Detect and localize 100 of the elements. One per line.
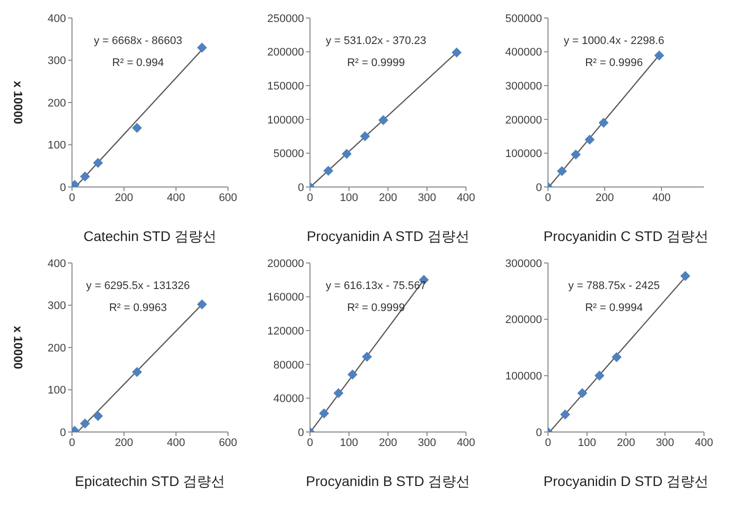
y-tick-label: 400000 — [505, 46, 542, 59]
y-tick-label: 120000 — [267, 326, 304, 338]
point — [93, 410, 103, 421]
y-tick-label: 200000 — [505, 314, 542, 326]
y-tick-label: 80000 — [273, 359, 304, 372]
y-tick-label: 200000 — [505, 114, 542, 126]
x-axis-title: Procyanidin A STD 검량선 — [306, 228, 470, 244]
point — [560, 410, 570, 420]
y-tick-label: 160000 — [267, 292, 304, 304]
point — [333, 388, 344, 398]
y-tick-label: 50000 — [273, 148, 304, 160]
x-tick-label: 0 — [306, 192, 314, 204]
point — [452, 47, 462, 58]
annotation: y = 531.02x - 370.23 — [324, 34, 428, 49]
y-tick-label: 100 — [48, 140, 66, 152]
x-tick-label: 600 — [218, 436, 238, 449]
x-axis-title: Epicatechin STD 검량선 — [74, 473, 226, 489]
x-axis-title: Procyanidin C STD 검량선 — [544, 228, 708, 244]
point — [197, 42, 207, 53]
x-tick-label: 200 — [596, 192, 614, 204]
y-tick-label: 500000 — [505, 12, 542, 25]
annotation: R² = 0.9996 — [584, 56, 644, 71]
x-tick-label: 100 — [340, 436, 358, 449]
y-tick-label: 200 — [48, 97, 66, 110]
annotation: R² = 0.9994 — [584, 301, 644, 316]
x-tick-label: 0 — [306, 436, 314, 449]
point — [378, 115, 388, 126]
y-tick-label: 300000 — [505, 258, 542, 270]
x-tick-label: 400 — [166, 192, 186, 204]
x-tick-label: 200 — [378, 192, 398, 204]
point — [80, 418, 90, 429]
point — [556, 166, 567, 176]
x-tick-label: 400 — [456, 436, 476, 449]
x-tick-label: 300 — [418, 192, 436, 204]
y-tick-label: 200000 — [267, 46, 304, 59]
x-tick-label: 200 — [114, 436, 134, 449]
x-tick-label: 200 — [378, 436, 398, 449]
y-tick-label: 0 — [298, 182, 304, 194]
point — [612, 352, 622, 362]
y-tick-label: 0 — [536, 426, 542, 439]
y-tick-label: 100000 — [505, 370, 542, 383]
point — [132, 367, 142, 378]
x-tick-label: 300 — [656, 436, 674, 449]
x-tick-label: 600 — [218, 192, 238, 204]
point — [570, 150, 581, 160]
point — [598, 118, 609, 128]
annotation: y = 6668x - 86603 — [92, 34, 184, 49]
x-tick-label: 0 — [544, 192, 552, 204]
point — [584, 134, 595, 145]
x-tick-label: 400 — [652, 192, 671, 204]
annotation: R² = 0.994 — [111, 56, 165, 71]
point — [197, 299, 207, 310]
y-tick-label: 300000 — [505, 80, 542, 93]
y-tick-label: 300 — [48, 55, 66, 68]
point — [594, 370, 604, 381]
y-axis-title: x 10000 — [10, 326, 25, 370]
point — [348, 370, 358, 380]
y-tick-label: 40000 — [273, 393, 304, 406]
annotation: R² = 0.9963 — [108, 301, 168, 316]
x-tick-label: 400 — [456, 192, 476, 204]
point — [362, 352, 372, 362]
x-tick-label: 400 — [166, 436, 186, 449]
point — [654, 50, 664, 61]
annotation: R² = 0.9999 — [346, 56, 406, 71]
y-tick-label: 200000 — [267, 258, 304, 270]
x-tick-label: 0 — [544, 436, 552, 449]
x-axis-title: Procyanidin D STD 검량선 — [544, 473, 708, 489]
x-tick-label: 200 — [114, 192, 134, 204]
annotation: y = 788.75x - 2425 — [567, 279, 661, 294]
point — [93, 158, 103, 168]
x-tick-label: 300 — [418, 436, 436, 449]
x-tick-label: 100 — [340, 192, 358, 204]
x-axis-title: Procyanidin B STD 검량선 — [306, 473, 470, 489]
y-tick-label: 400 — [48, 12, 66, 25]
y-tick-label: 0 — [60, 182, 66, 194]
y-tick-label: 0 — [60, 426, 66, 439]
point — [319, 408, 330, 418]
point — [360, 131, 370, 142]
y-tick-label: 150000 — [267, 80, 304, 93]
y-tick-label: 100000 — [267, 114, 304, 126]
x-tick-label: 0 — [68, 192, 76, 204]
y-tick-label: 100 — [48, 384, 66, 397]
annotation: y = 6295.5x - 131326 — [85, 279, 191, 294]
x-tick-label: 200 — [616, 436, 636, 449]
point — [342, 148, 352, 159]
point — [577, 388, 588, 398]
x-axis-title: Catechin STD 검량선 — [83, 228, 217, 244]
y-tick-label: 300 — [48, 300, 66, 312]
y-tick-label: 400 — [48, 258, 66, 270]
point — [680, 270, 690, 281]
y-tick-label: 0 — [298, 426, 304, 439]
y-tick-label: 100000 — [505, 148, 542, 160]
point — [323, 166, 334, 176]
x-tick-label: 100 — [578, 436, 596, 449]
y-tick-label: 200 — [48, 342, 66, 354]
x-tick-label: 0 — [68, 436, 76, 449]
point — [80, 171, 90, 182]
y-axis-title: x 10000 — [10, 80, 25, 125]
annotation: y = 1000.4x - 2298.6 — [562, 34, 666, 49]
y-tick-label: 250000 — [267, 12, 304, 25]
